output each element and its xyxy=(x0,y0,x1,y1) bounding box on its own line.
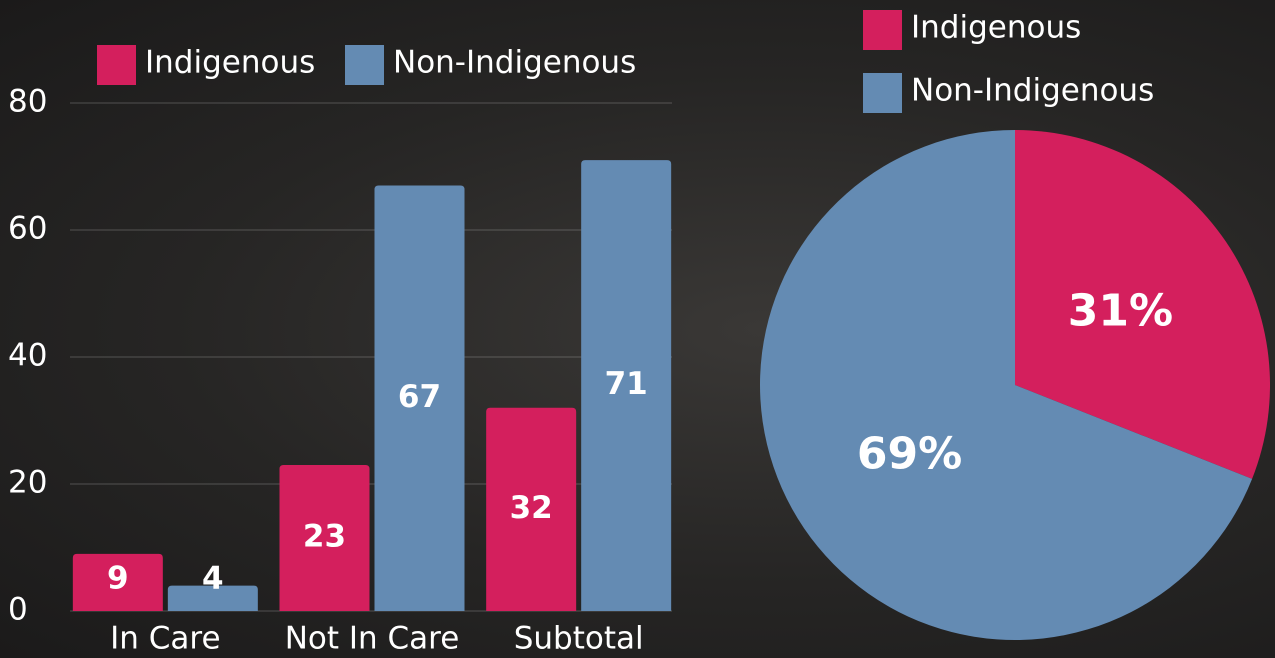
legend-label: Non-Indigenous xyxy=(393,45,636,81)
y-tick-label: 40 xyxy=(8,338,47,374)
legend-swatch xyxy=(863,73,902,113)
y-tick-label: 80 xyxy=(8,84,47,120)
legend-swatch xyxy=(97,45,136,85)
value-label: 32 xyxy=(510,490,553,526)
bar xyxy=(374,185,465,612)
value-label: 71 xyxy=(605,366,648,402)
value-label: 31% xyxy=(1068,285,1173,336)
legend-swatch xyxy=(863,10,902,50)
legend-label: Non-Indigenous xyxy=(911,73,1154,109)
x-tick-label: Subtotal xyxy=(514,621,644,657)
legend-label: Indigenous xyxy=(911,10,1081,46)
y-tick-label: 0 xyxy=(8,592,28,628)
legend-label: Indigenous xyxy=(145,45,315,81)
bar xyxy=(72,553,163,611)
y-tick-label: 20 xyxy=(8,465,47,501)
value-label: 69% xyxy=(857,429,962,480)
bar xyxy=(167,585,258,611)
legend-swatch xyxy=(345,45,384,85)
bar xyxy=(486,407,577,611)
pie-slice xyxy=(760,130,1253,640)
y-tick-label: 60 xyxy=(8,211,47,247)
x-tick-label: In Care xyxy=(110,621,220,657)
value-label: 23 xyxy=(303,518,346,554)
pie-slice xyxy=(1015,130,1271,479)
value-label: 4 xyxy=(202,561,224,597)
x-tick-label: Not In Care xyxy=(285,621,460,657)
bar xyxy=(581,160,672,611)
value-label: 67 xyxy=(398,379,441,415)
bar xyxy=(279,464,370,611)
value-label: 9 xyxy=(107,561,129,597)
